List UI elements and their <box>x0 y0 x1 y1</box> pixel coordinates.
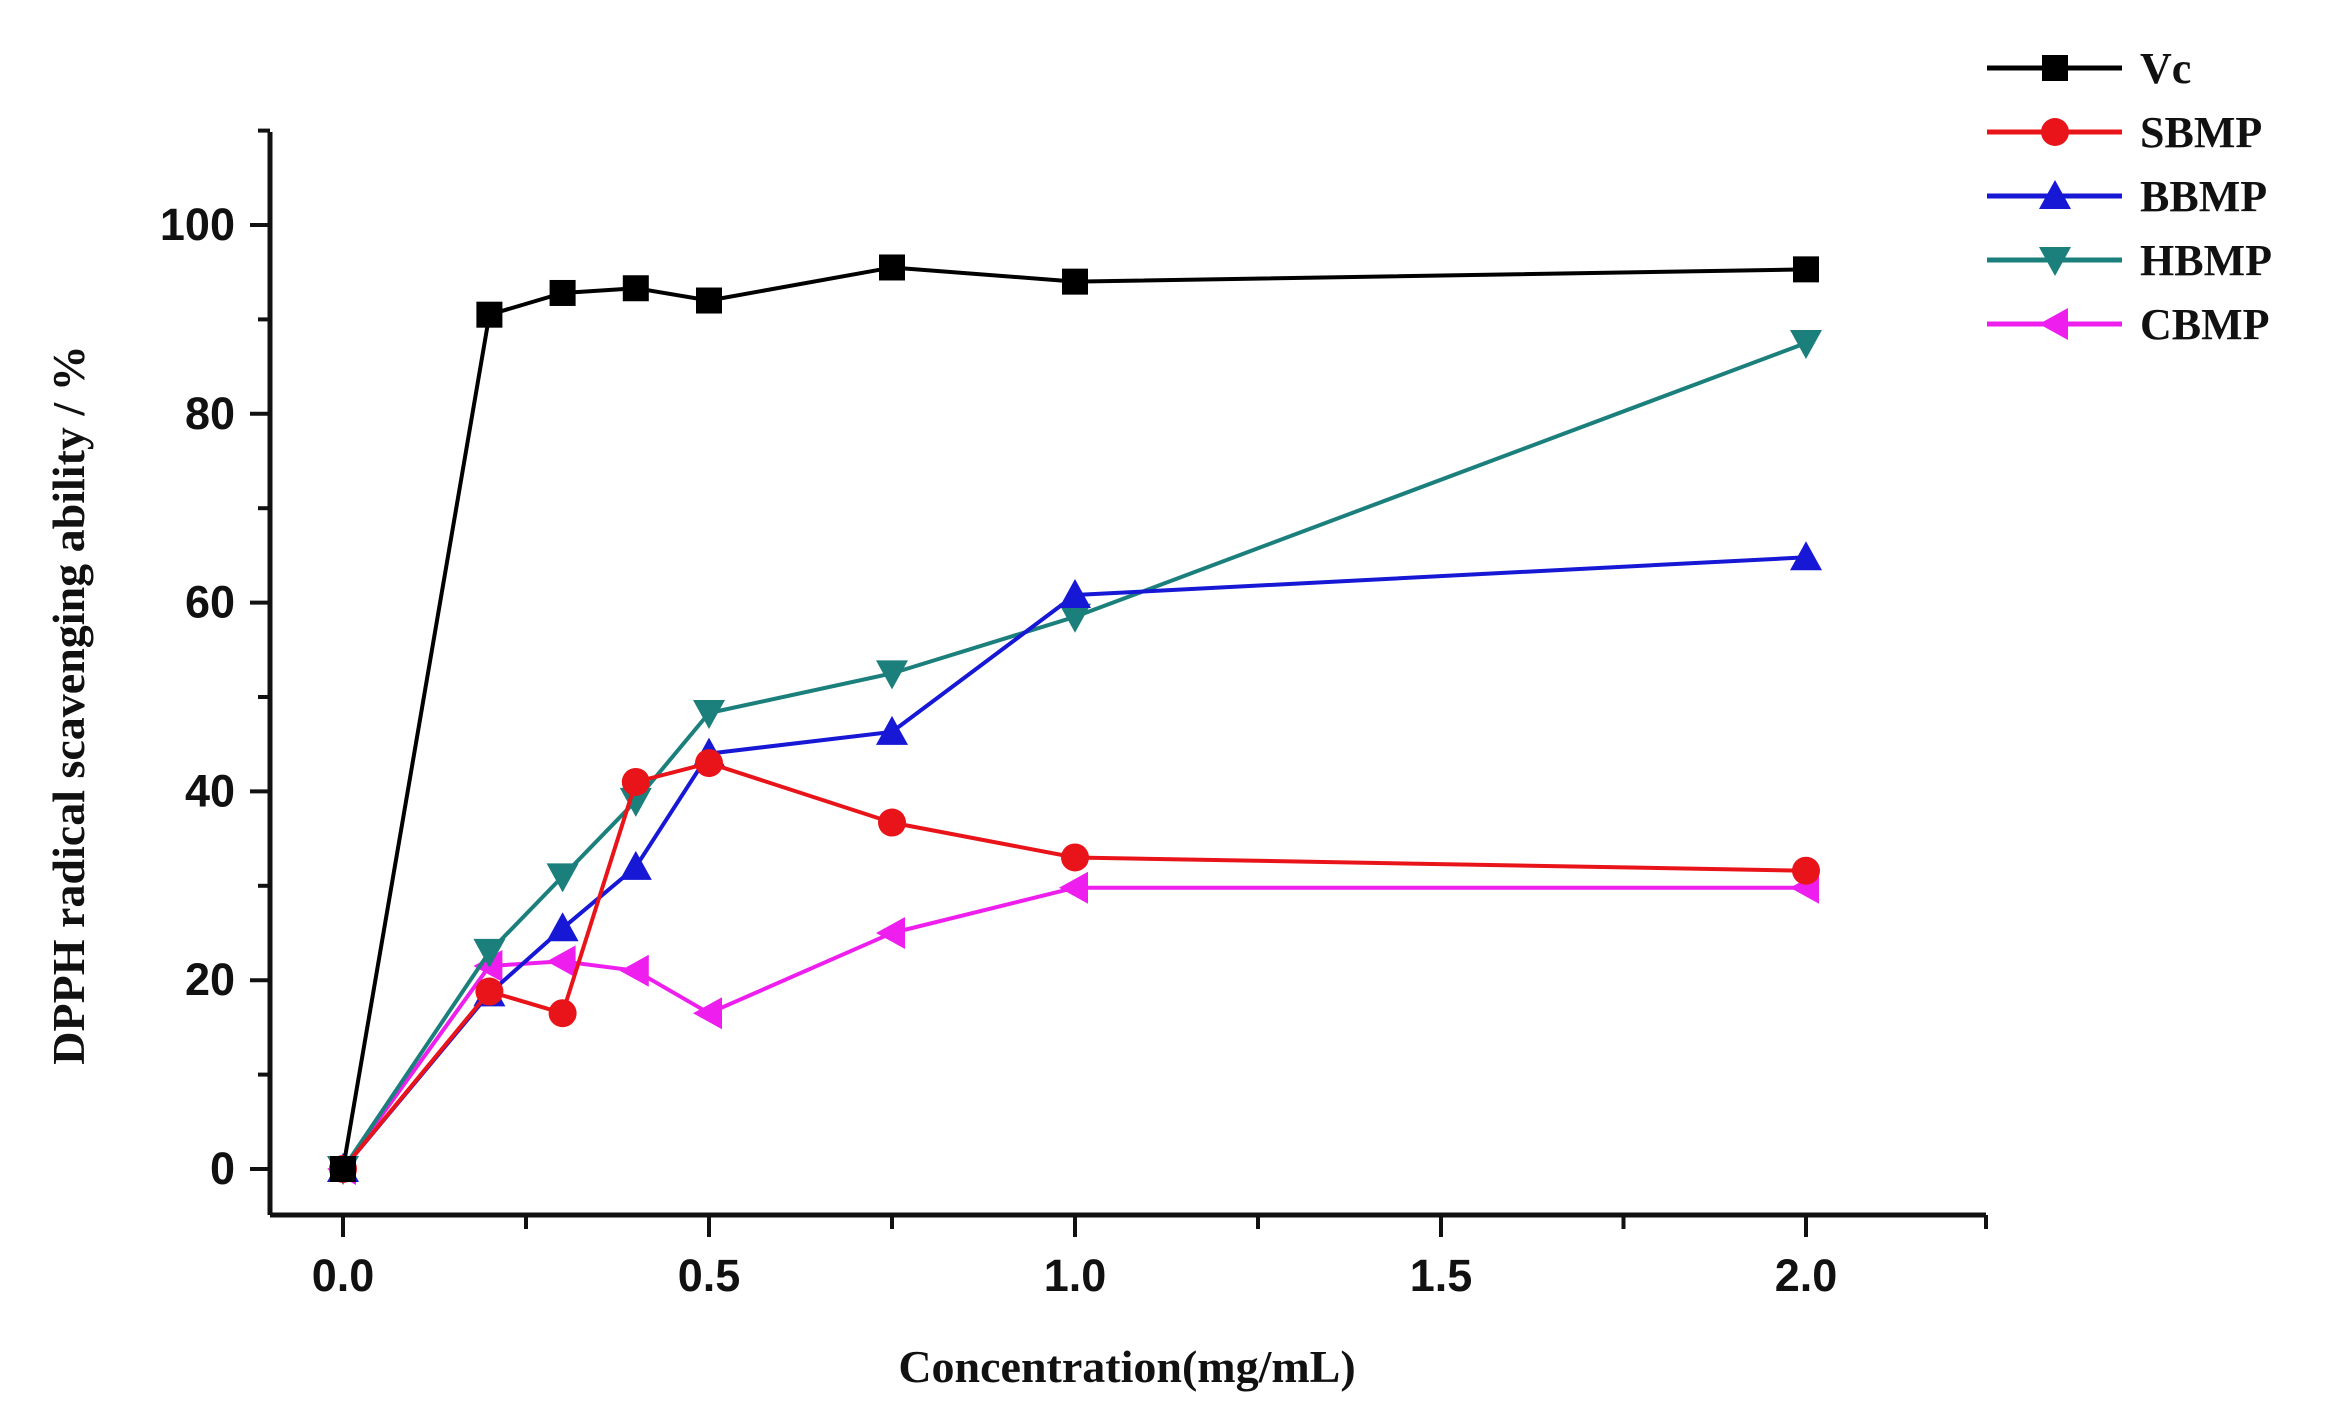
y-axis-label: DPPH radical scavenging ability / % <box>43 345 94 1064</box>
data-point-bbmp <box>1790 541 1822 571</box>
legend-item-hbmp: HBMP <box>1987 236 2272 285</box>
axes: 0 20 40 60 80 100 0.0 0.5 1.0 1.5 2.0 <box>160 128 1988 1301</box>
legend-marker-hbmp <box>2039 247 2071 276</box>
legend-label: Vc <box>2140 44 2191 93</box>
data-point-sbmp <box>878 808 906 837</box>
legend-item-bbmp: BBMP <box>1987 172 2267 221</box>
data-point-hbmp <box>1790 330 1822 359</box>
data-point-hbmp <box>619 787 652 817</box>
x-tick-label: 2.0 <box>1775 1250 1838 1301</box>
data-point-sbmp <box>695 749 723 778</box>
data-point-hbmp <box>876 660 908 690</box>
x-ticks: 0.0 0.5 1.0 1.5 2.0 <box>312 1215 1988 1301</box>
data-point-hbmp <box>546 863 579 893</box>
legend-label: CBMP <box>2140 300 2270 349</box>
data-point-bbmp <box>546 912 579 942</box>
data-point-sbmp <box>548 999 577 1028</box>
data-point-cbmp <box>876 917 905 949</box>
y-tick-label: 20 <box>185 954 235 1005</box>
series-line-vc <box>341 265 1807 1170</box>
series-sbmp <box>329 749 1820 1183</box>
legend-label: SBMP <box>2140 108 2262 157</box>
y-tick-label: 0 <box>210 1143 235 1194</box>
series-line-hbmp <box>341 341 1807 1171</box>
data-point-vc <box>476 301 503 328</box>
data-point-vc <box>549 279 576 306</box>
data-point-bbmp <box>619 850 652 880</box>
x-tick-label: 0.5 <box>678 1250 741 1301</box>
data-point-sbmp <box>1061 843 1089 872</box>
x-tick-label: 1.0 <box>1044 1250 1107 1301</box>
legend-marker-sbmp <box>2041 118 2069 146</box>
data-point-sbmp <box>621 767 650 796</box>
series-cbmp <box>327 871 1819 1185</box>
x-tick-label: 1.5 <box>1410 1250 1473 1301</box>
y-ticks: 0 20 40 60 80 100 <box>160 128 270 1194</box>
data-point-vc <box>1793 256 1819 283</box>
legend-marker-bbmp <box>2039 180 2071 209</box>
legend: Vc SBMP BBMP HBMP CBMP <box>1987 44 2272 349</box>
y-tick-label: 80 <box>185 388 235 439</box>
data-point-hbmp <box>693 700 725 730</box>
legend-item-vc: Vc <box>1987 44 2191 93</box>
data-point-cbmp <box>473 950 503 983</box>
x-axis-label: Concentration(mg/mL) <box>898 1341 1355 1392</box>
series-hbmp <box>327 330 1822 1185</box>
data-point-cbmp <box>693 997 722 1030</box>
data-point-vc <box>696 287 722 314</box>
data-point-vc <box>330 1156 356 1182</box>
x-tick-label: 0.0 <box>312 1250 375 1301</box>
legend-label: HBMP <box>2140 236 2272 285</box>
data-point-bbmp <box>1059 579 1091 609</box>
data-point-sbmp <box>475 977 504 1006</box>
legend-marker-cbmp <box>2039 308 2068 340</box>
data-point-sbmp <box>1792 856 1820 885</box>
data-point-bbmp <box>876 715 908 745</box>
data-point-cbmp <box>619 954 649 987</box>
series-line-bbmp <box>341 555 1807 1171</box>
data-point-cbmp <box>546 945 576 978</box>
series-vc <box>330 254 1819 1182</box>
data-point-cbmp <box>1059 871 1088 904</box>
data-point-vc <box>622 275 649 302</box>
data-point-vc <box>879 254 905 281</box>
y-tick-label: 40 <box>185 765 235 816</box>
plot-series <box>327 254 1822 1185</box>
data-point-vc <box>1062 268 1088 295</box>
legend-marker-vc <box>2042 55 2068 81</box>
data-point-hbmp <box>1059 603 1091 633</box>
legend-item-cbmp: CBMP <box>1987 300 2270 349</box>
y-tick-label: 100 <box>160 199 235 250</box>
legend-label: BBMP <box>2140 172 2267 221</box>
data-point-hbmp <box>473 938 506 968</box>
y-tick-label: 60 <box>185 577 235 628</box>
legend-item-sbmp: SBMP <box>1987 108 2262 157</box>
